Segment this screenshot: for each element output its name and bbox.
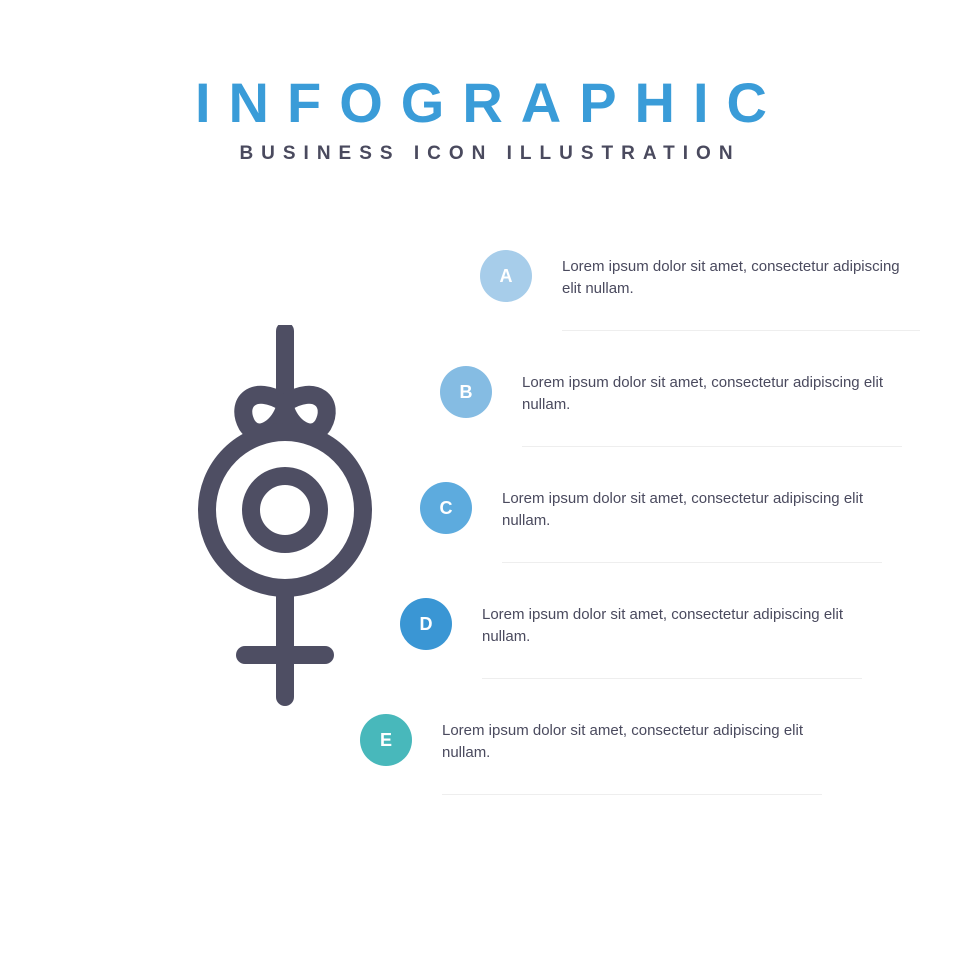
step-text: Lorem ipsum dolor sit amet, consectetur … <box>562 250 920 331</box>
steps-list: A Lorem ipsum dolor sit amet, consectetu… <box>360 250 920 830</box>
main-title: INFOGRAPHIC <box>0 70 980 135</box>
step-marker-d: D <box>400 598 452 650</box>
gender-symbol-ornament-icon <box>195 325 375 715</box>
step-marker-b: B <box>440 366 492 418</box>
step-item: E Lorem ipsum dolor sit amet, consectetu… <box>360 714 920 830</box>
step-marker-e: E <box>360 714 412 766</box>
step-item: A Lorem ipsum dolor sit amet, consectetu… <box>480 250 920 366</box>
step-text: Lorem ipsum dolor sit amet, consectetur … <box>502 482 882 563</box>
header: INFOGRAPHIC BUSINESS ICON ILLUSTRATION <box>0 0 980 165</box>
step-item: C Lorem ipsum dolor sit amet, consectetu… <box>420 482 920 598</box>
subtitle: BUSINESS ICON ILLUSTRATION <box>0 143 980 165</box>
main-content: A Lorem ipsum dolor sit amet, consectetu… <box>0 235 980 895</box>
step-item: D Lorem ipsum dolor sit amet, consectetu… <box>400 598 920 714</box>
step-marker-a: A <box>480 250 532 302</box>
step-text: Lorem ipsum dolor sit amet, consectetur … <box>522 366 902 447</box>
step-text: Lorem ipsum dolor sit amet, consectetur … <box>442 714 822 795</box>
step-marker-c: C <box>420 482 472 534</box>
step-text: Lorem ipsum dolor sit amet, consectetur … <box>482 598 862 679</box>
step-item: B Lorem ipsum dolor sit amet, consectetu… <box>440 366 920 482</box>
